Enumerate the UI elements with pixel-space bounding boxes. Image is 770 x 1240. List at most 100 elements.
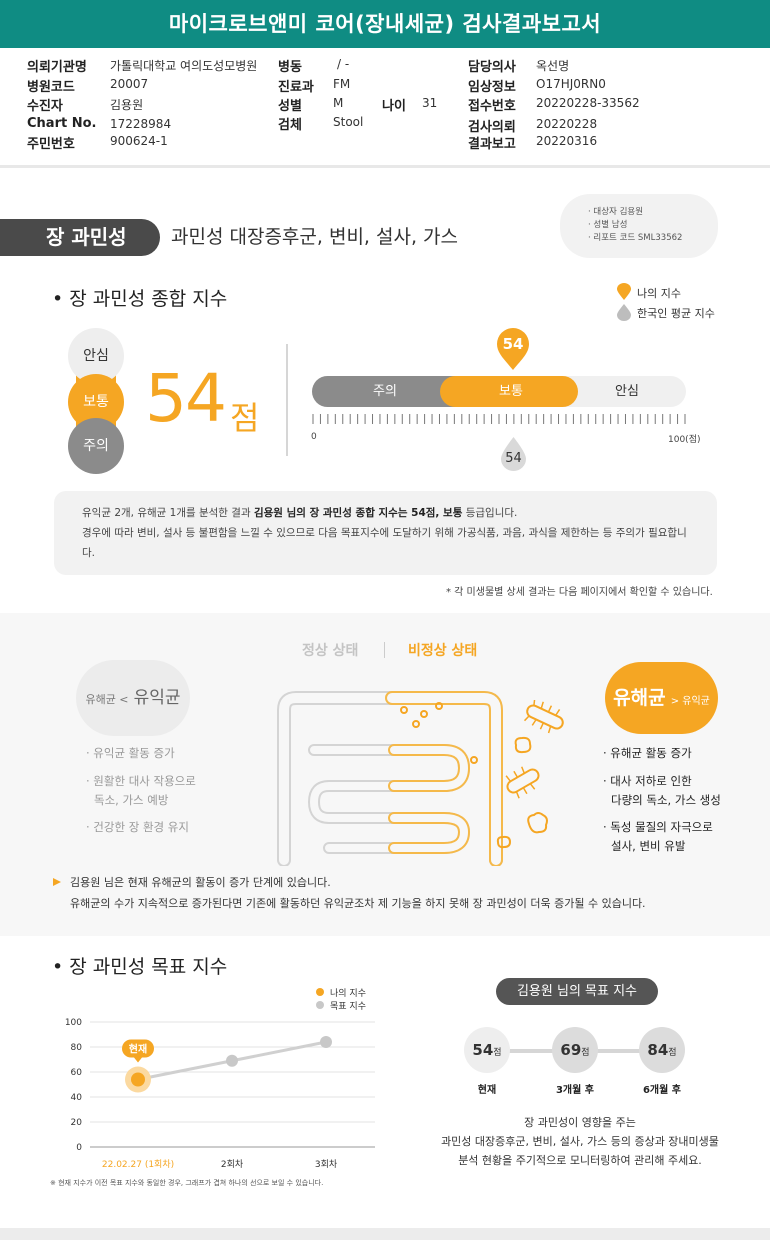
axis-max-label: 100(점): [668, 435, 701, 445]
x-tick-label: 22.02.27 (1회차): [102, 1158, 174, 1170]
report-date-label: 결과보고: [468, 137, 516, 152]
meta-sex: · 성별 남성: [588, 220, 628, 230]
goal-series-point: [226, 1054, 238, 1067]
score-unit: 점: [230, 399, 260, 437]
goal-name-pill: 김용원 님의 목표 지수: [496, 978, 658, 1005]
right-item-1: · 유해균 활동 증가: [603, 746, 692, 760]
receipt-value: 20220228-33562: [536, 96, 640, 110]
ward-label: 병동: [278, 60, 302, 75]
hospital-label: 의뢰기관명: [27, 60, 87, 75]
bottom-band: [0, 1228, 770, 1240]
patient-info-panel: 의뢰기관명 가톨릭대학교 여의도성모병원 병동 / - 담당의사 옥선명 병원코…: [0, 48, 770, 168]
goal-section-title: • 장 과민성 목표 지수: [52, 956, 228, 978]
summary-line-1: 유익균 2개, 유해균 1개를 분석한 결과 김용원 님의 장 과민성 종합 지…: [82, 503, 689, 523]
axis-min-label: 0: [311, 432, 317, 442]
ward-value: / -: [337, 57, 350, 71]
hospital-value: 가톨릭대학교 여의도성모병원: [110, 59, 258, 73]
goal-title-text: 장 과민성 목표 지수: [69, 956, 228, 978]
left-item-1: · 유익균 활동 증가: [86, 746, 175, 760]
avg-score-marker-label: 54: [505, 451, 522, 466]
chart-no-value: 17228984: [110, 117, 172, 131]
tab-abnormal-state: 비정상 상태: [408, 643, 478, 659]
good-circle-big: 유익균: [133, 688, 181, 708]
bar-label-safe: 안심: [615, 384, 639, 399]
bar-label-normal: 보통: [499, 384, 523, 399]
specimen-label: 검체: [278, 118, 302, 133]
bad-circle-big: 유해균: [613, 687, 666, 709]
summary-line-3: 다.: [82, 547, 95, 559]
hospital-code-label: 병원코드: [27, 80, 75, 95]
meta-subject: · 대상자 김용원: [588, 207, 644, 217]
goal-circle-6m: 84점: [639, 1027, 685, 1073]
score-title-text: 장 과민성 종합 지수: [69, 288, 228, 310]
x-tick-label: 3회차: [315, 1158, 338, 1170]
hospital-code-value: 20007: [110, 77, 149, 91]
legend-my-index: 나의 지수: [637, 287, 681, 300]
goal-circle-current: 54점: [464, 1027, 510, 1073]
goal-label-6m: 6개월 후: [642, 1085, 682, 1096]
my-series-point: [131, 1072, 145, 1087]
summary-highlight: 김용원 님의 장 과민성 종합 지수는 54점, 보통: [253, 507, 463, 519]
intestine-illustration: [277, 691, 503, 866]
goal-description: 장 과민성이 영향을 주는 과민성 대장증후군, 변비, 설사, 가스 등의 증…: [410, 1113, 750, 1170]
sex-value: M: [333, 96, 344, 110]
legend-my-dot: [316, 988, 324, 996]
y-tick-label: 20: [71, 1118, 83, 1128]
report-title: 마이크로브앤미 코어(장내세균) 검사결과보고서: [0, 0, 770, 48]
current-tag-text: 현재: [129, 1043, 147, 1056]
right-item-2: · 대사 저하로 인한: [603, 774, 692, 788]
my-index-pin-icon: [617, 283, 631, 300]
summary-line-2: 경우에 따라 변비, 설사 등 불편함을 느낄 수 있으므로 다음 목표지수에 …: [82, 527, 687, 539]
goal-label-3m: 3개월 후: [555, 1085, 595, 1096]
good-circle-small: 유해균 <: [85, 693, 129, 706]
right-item-3b: 설사, 변비 유발: [611, 839, 686, 853]
footnote: * 각 미생물별 상세 결과는 다음 페이지에서 확인할 수 있습니다.: [446, 587, 713, 598]
meta-report-code: · 리포트 코드 SML33562: [588, 233, 683, 243]
receipt-label: 접수번호: [468, 99, 516, 114]
report-meta-box: · 대상자 김용원 · 성별 남성 · 리포트 코드 SML33562: [560, 194, 718, 258]
dept-value: FM: [333, 77, 351, 91]
good-bacteria-circle: 유해균 < 유익균: [76, 660, 190, 736]
goal-current-unit: 점: [493, 1048, 502, 1058]
goal-circle-3m: 69점: [552, 1027, 598, 1073]
level-caution: 주의: [68, 418, 124, 474]
age-label: 나이: [382, 99, 406, 114]
goal-desc-line-2: 과민성 대장증후군, 변비, 설사, 가스 등의 증상과 장내미생물: [441, 1135, 719, 1148]
legend-my-text: 나의 지수: [330, 988, 366, 999]
bad-bacteria-circle: 유해균 > 유익균: [605, 662, 718, 734]
tab-divider: [384, 642, 385, 658]
resident-label: 주민번호: [27, 137, 75, 152]
legend-goal-text: 목표 지수: [330, 1001, 366, 1012]
doctor-label: 담당의사: [468, 60, 516, 75]
goal-3m-value: 69: [560, 1041, 582, 1059]
chart-note: ※ 현재 지수가 이전 목표 지수와 동일한 경우, 그래프가 겹쳐 하나의 선…: [50, 1179, 324, 1187]
divider: [286, 344, 288, 456]
goal-series-point: [320, 1036, 332, 1048]
avg-index-drop-icon: [617, 304, 631, 321]
bacteria-blob-icon: [514, 736, 532, 754]
bad-circle-small: > 유익균: [670, 696, 710, 707]
y-tick-label: 0: [76, 1143, 82, 1153]
goal-6m-value: 84: [647, 1041, 669, 1059]
bar-label-caution: 주의: [373, 384, 397, 399]
doctor-value: 옥선명: [536, 59, 570, 73]
request-label: 검사의뢰: [468, 120, 516, 135]
patient-value: 김용원: [110, 98, 144, 112]
avg-score-marker: [501, 437, 526, 471]
dept-label: 진료과: [278, 80, 314, 95]
goal-desc-line-1: 장 과민성이 영향을 주는: [524, 1116, 636, 1129]
left-item-2: · 원활한 대사 작용으로: [86, 774, 196, 788]
resident-value: 900624-1: [110, 134, 168, 148]
chart-no-label: Chart No.: [27, 116, 97, 131]
category-pill: 장 과민성: [0, 219, 160, 256]
my-score-marker: [497, 328, 529, 370]
right-item-3: · 독성 물질의 자극으로: [603, 820, 713, 834]
bacteria-cluster-icon: [527, 812, 548, 834]
goal-desc-line-3: 분석 현황을 주기적으로 모니터링하여 관리해 주세요.: [458, 1154, 702, 1167]
right-item-2b: 다량의 독소, 가스 생성: [611, 793, 721, 807]
bacteria-small-icon: [496, 835, 512, 849]
y-tick-label: 80: [71, 1043, 83, 1053]
score-bar-normal: [440, 376, 578, 407]
report-date-value: 20220316: [536, 134, 598, 148]
